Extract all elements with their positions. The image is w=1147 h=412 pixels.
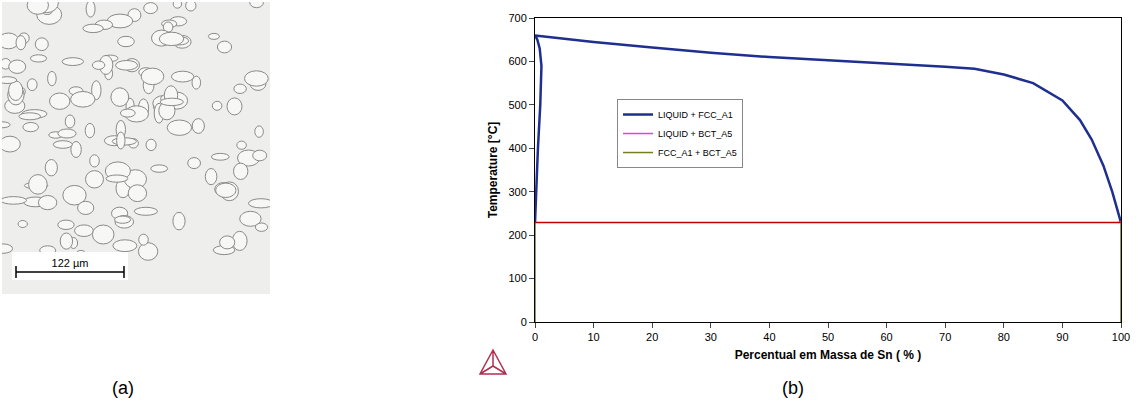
html-text:(a): (a) bbox=[112, 378, 134, 398]
svg-text:50: 50 bbox=[822, 331, 834, 343]
svg-text:LIQUID + FCC_A1: LIQUID + FCC_A1 bbox=[658, 110, 733, 120]
svg-text:FCC_A1 + BCT_A5: FCC_A1 + BCT_A5 bbox=[658, 148, 737, 158]
svg-text:100: 100 bbox=[1112, 331, 1130, 343]
svg-text:70: 70 bbox=[939, 331, 951, 343]
svg-text:Percentual em Massa de Sn ( %: Percentual em Massa de Sn ( % ) bbox=[735, 348, 922, 362]
svg-text:600: 600 bbox=[508, 55, 526, 67]
svg-text:10: 10 bbox=[587, 331, 599, 343]
svg-text:30: 30 bbox=[705, 331, 717, 343]
svg-text:40: 40 bbox=[763, 331, 775, 343]
svg-text:700: 700 bbox=[508, 12, 526, 24]
svg-text:300: 300 bbox=[508, 186, 526, 198]
svg-text:122 µm: 122 µm bbox=[52, 257, 89, 269]
svg-text:LIQUID + BCT_A5: LIQUID + BCT_A5 bbox=[658, 129, 732, 139]
svg-text:Temperature [°C]: Temperature [°C] bbox=[486, 122, 500, 219]
svg-text:200: 200 bbox=[508, 229, 526, 241]
svg-text:500: 500 bbox=[508, 99, 526, 111]
svg-text:90: 90 bbox=[1056, 331, 1068, 343]
svg-text:20: 20 bbox=[646, 331, 658, 343]
svg-text:60: 60 bbox=[880, 331, 892, 343]
svg-text:0: 0 bbox=[521, 316, 527, 328]
svg-text:400: 400 bbox=[508, 142, 526, 154]
svg-text:0: 0 bbox=[532, 331, 538, 343]
html-text:(b): (b) bbox=[782, 378, 804, 398]
svg-text:100: 100 bbox=[508, 272, 526, 284]
svg-text:80: 80 bbox=[998, 331, 1010, 343]
